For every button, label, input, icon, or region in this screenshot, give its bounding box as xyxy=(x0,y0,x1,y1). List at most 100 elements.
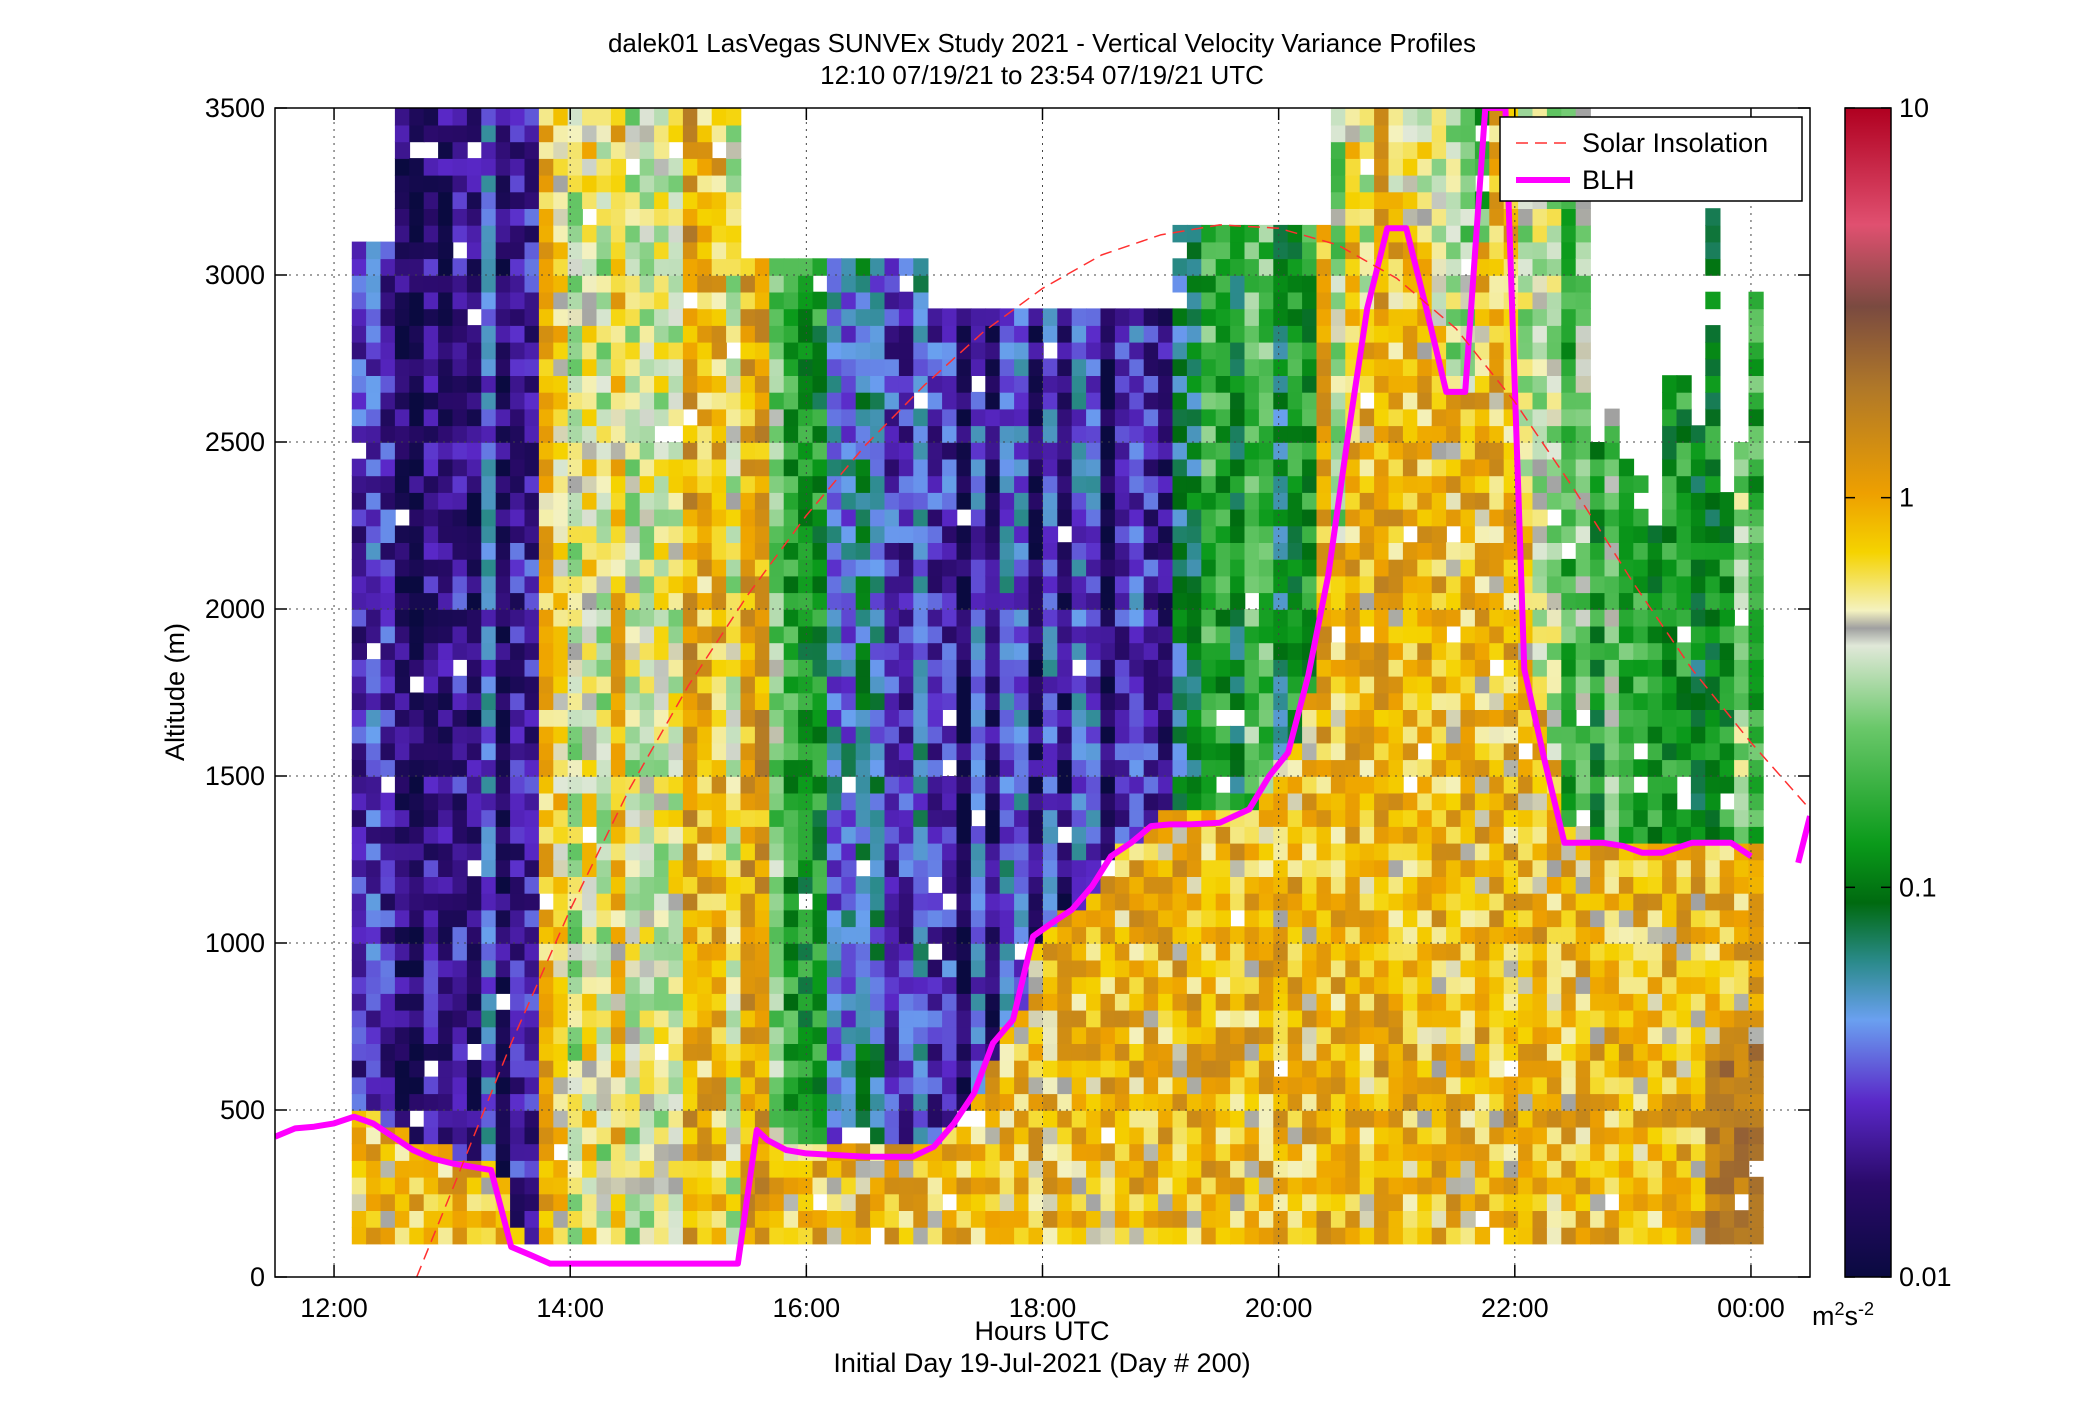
heatmap-cell xyxy=(1474,592,1491,610)
heatmap-cell xyxy=(740,842,756,861)
heatmap-cell xyxy=(1287,575,1303,594)
heatmap-cell xyxy=(423,124,439,143)
heatmap-cell xyxy=(726,1176,742,1195)
heatmap-cell xyxy=(1273,1126,1289,1145)
heatmap-cell xyxy=(1374,659,1390,677)
heatmap-cell xyxy=(1158,692,1174,710)
heatmap-cell xyxy=(438,341,454,360)
heatmap-cell xyxy=(438,442,454,460)
heatmap-cell xyxy=(870,742,886,761)
heatmap-cell xyxy=(1071,1059,1087,1078)
heatmap-cell xyxy=(1417,1059,1433,1078)
heatmap-cell xyxy=(538,675,555,694)
heatmap-cell xyxy=(1302,558,1318,577)
heatmap-cell xyxy=(1388,508,1404,527)
heatmap-cell xyxy=(726,174,742,193)
heatmap-cell xyxy=(366,325,382,343)
heatmap-cell xyxy=(1129,1143,1145,1161)
heatmap-cell xyxy=(1028,492,1044,510)
heatmap-cell xyxy=(1287,442,1303,460)
heatmap-cell xyxy=(538,1043,555,1061)
heatmap-cell xyxy=(783,642,799,660)
heatmap-cell xyxy=(1215,909,1231,928)
heatmap-cell xyxy=(625,458,641,477)
heatmap-cell xyxy=(639,375,655,393)
heatmap-cell xyxy=(1215,742,1231,761)
heatmap-cell xyxy=(538,592,555,610)
heatmap-cell xyxy=(1172,575,1188,594)
heatmap-cell xyxy=(740,592,756,610)
heatmap-cell xyxy=(351,1093,367,1111)
heatmap-cell xyxy=(1417,158,1433,176)
heatmap-cell xyxy=(754,325,771,343)
heatmap-cell xyxy=(697,1193,713,1211)
heatmap-cell xyxy=(1215,675,1231,694)
heatmap-cell xyxy=(1417,792,1433,811)
heatmap-cell xyxy=(1201,308,1217,326)
heatmap-cell xyxy=(870,475,886,493)
heatmap-cell xyxy=(380,609,396,627)
heatmap-cell xyxy=(812,959,828,978)
heatmap-cell xyxy=(740,625,756,644)
heatmap-cell xyxy=(1503,943,1519,961)
heatmap-cell xyxy=(1100,625,1116,644)
heatmap-cell xyxy=(1143,575,1159,594)
heatmap-cell xyxy=(452,1193,468,1211)
heatmap-cell xyxy=(1215,759,1231,777)
heatmap-cell xyxy=(999,358,1015,376)
heatmap-cell xyxy=(956,1076,972,1095)
heatmap-cell xyxy=(697,692,713,710)
heatmap-cell xyxy=(1201,792,1217,811)
heatmap-cell xyxy=(1316,1126,1332,1145)
heatmap-cell xyxy=(596,1059,612,1078)
heatmap-cell xyxy=(1330,826,1347,844)
heatmap-cell xyxy=(1316,442,1332,460)
heatmap-cell xyxy=(1446,425,1462,443)
heatmap-cell xyxy=(783,1193,799,1211)
heatmap-cell xyxy=(610,124,627,143)
heatmap-cell xyxy=(1172,1176,1188,1195)
heatmap-cell xyxy=(1086,1226,1102,1245)
heatmap-cell xyxy=(423,475,439,493)
heatmap-cell xyxy=(927,842,943,861)
heatmap-cell xyxy=(884,542,900,560)
heatmap-cell xyxy=(625,776,641,794)
heatmap-cell xyxy=(524,275,540,293)
heatmap-cell xyxy=(1489,1059,1505,1078)
heatmap-cell xyxy=(625,325,641,343)
heatmap-cell xyxy=(1172,976,1188,994)
heatmap-cell xyxy=(812,859,828,877)
heatmap-cell xyxy=(884,492,900,510)
heatmap-cell xyxy=(711,124,727,143)
heatmap-cell xyxy=(625,425,641,443)
heatmap-cell xyxy=(1143,926,1159,944)
heatmap-cell xyxy=(1244,508,1260,527)
heatmap-cell xyxy=(538,158,555,176)
heatmap-cell xyxy=(1215,291,1231,310)
heatmap-cell xyxy=(1316,241,1332,260)
heatmap-cell xyxy=(754,508,771,527)
heatmap-cell xyxy=(495,776,511,794)
heatmap-cell xyxy=(1374,709,1390,727)
heatmap-cell xyxy=(1100,792,1116,811)
heatmap-cell xyxy=(409,525,425,543)
heatmap-cell xyxy=(1201,475,1217,493)
heatmap-cell xyxy=(1186,926,1203,944)
heatmap-cell xyxy=(366,275,382,293)
heatmap-cell xyxy=(1057,926,1073,944)
heatmap-cell xyxy=(740,258,756,276)
heatmap-cell xyxy=(1489,926,1505,944)
heatmap-cell xyxy=(1158,1043,1174,1061)
heatmap-cell xyxy=(538,1009,555,1028)
heatmap-cell xyxy=(999,1076,1015,1095)
heatmap-cell xyxy=(798,943,814,961)
heatmap-cell xyxy=(409,408,425,427)
heatmap-cell xyxy=(1489,642,1505,660)
heatmap-cell xyxy=(1244,959,1260,978)
heatmap-cell xyxy=(510,558,526,577)
heatmap-cell xyxy=(913,976,929,994)
heatmap-cell xyxy=(1302,241,1318,260)
heatmap-cell xyxy=(1374,1126,1390,1145)
heatmap-cell xyxy=(654,275,670,293)
heatmap-cell xyxy=(423,909,439,928)
